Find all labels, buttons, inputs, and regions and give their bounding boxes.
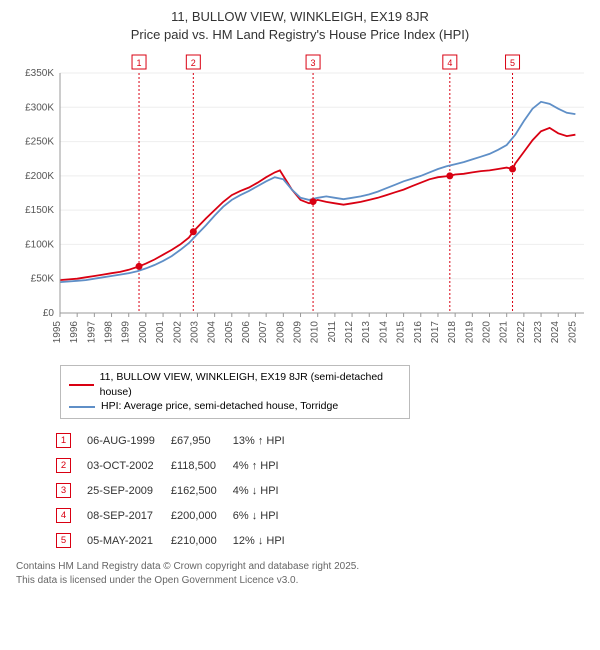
sales-table: 1 06-AUG-1999£67,95013% ↑ HPI 2 03-OCT-2002… [54, 427, 301, 554]
legend: 11, BULLOW VIEW, WINKLEIGH, EX19 8JR (se… [60, 365, 410, 419]
chart-container: 11, BULLOW VIEW, WINKLEIGH, EX19 8JR Pri… [0, 0, 600, 591]
svg-text:2020: 2020 [482, 321, 493, 344]
plot-area: £0 £50K £100K £150K £200K £250K £300K £350K 1 2 3 4… [8, 49, 592, 359]
svg-text:1998: 1998 [104, 321, 115, 344]
svg-text:1996: 1996 [69, 321, 80, 344]
svg-text:2021: 2021 [499, 321, 510, 344]
sale-date: 05-MAY-2021 [87, 529, 169, 552]
svg-text:1995: 1995 [52, 321, 63, 344]
sale-diff: 13% ↑ HPI [233, 429, 299, 452]
svg-text:£100K: £100K [25, 240, 54, 251]
svg-text:2013: 2013 [361, 321, 372, 344]
svg-text:1999: 1999 [121, 321, 132, 344]
svg-text:1997: 1997 [86, 321, 97, 344]
svg-text:£0: £0 [43, 308, 55, 319]
svg-text:2012: 2012 [344, 321, 355, 344]
svg-text:2006: 2006 [241, 321, 252, 344]
svg-text:£350K: £350K [25, 68, 54, 79]
sale-price: £118,500 [171, 454, 231, 477]
legend-swatch [69, 406, 95, 408]
svg-text:2016: 2016 [413, 321, 424, 344]
svg-text:£250K: £250K [25, 137, 54, 148]
svg-text:2009: 2009 [293, 321, 304, 344]
svg-text:2019: 2019 [464, 321, 475, 344]
sale-date: 03-OCT-2002 [87, 454, 169, 477]
svg-text:£50K: £50K [31, 274, 55, 285]
svg-text:2005: 2005 [224, 321, 235, 344]
svg-text:2007: 2007 [258, 321, 269, 344]
sale-marker-box: 1 [56, 433, 71, 448]
legend-swatch [69, 384, 94, 386]
svg-text:2022: 2022 [516, 321, 527, 344]
sales-row: 3 25-SEP-2009£162,5004% ↓ HPI [56, 479, 299, 502]
sale-diff: 4% ↑ HPI [233, 454, 299, 477]
sales-row: 4 08-SEP-2017£200,0006% ↓ HPI [56, 504, 299, 527]
sale-marker-box: 4 [56, 508, 71, 523]
sales-row: 5 05-MAY-2021£210,00012% ↓ HPI [56, 529, 299, 552]
chart-title-2: Price paid vs. HM Land Registry's House … [8, 26, 592, 44]
footnote: Contains HM Land Registry data © Crown c… [16, 560, 592, 587]
legend-label: 11, BULLOW VIEW, WINKLEIGH, EX19 8JR (se… [100, 370, 401, 399]
svg-text:2018: 2018 [447, 321, 458, 344]
svg-text:5: 5 [510, 58, 515, 68]
svg-text:2023: 2023 [533, 321, 544, 344]
svg-text:£150K: £150K [25, 205, 54, 216]
sales-row: 2 03-OCT-2002£118,5004% ↑ HPI [56, 454, 299, 477]
svg-text:2025: 2025 [567, 321, 578, 344]
sale-price: £210,000 [171, 529, 231, 552]
svg-text:1: 1 [137, 58, 142, 68]
svg-text:2001: 2001 [155, 321, 166, 344]
legend-label: HPI: Average price, semi-detached house,… [101, 399, 338, 414]
sale-price: £67,950 [171, 429, 231, 452]
svg-text:£200K: £200K [25, 171, 54, 182]
sale-date: 06-AUG-1999 [87, 429, 169, 452]
legend-item: 11, BULLOW VIEW, WINKLEIGH, EX19 8JR (se… [69, 370, 401, 399]
sales-row: 1 06-AUG-1999£67,95013% ↑ HPI [56, 429, 299, 452]
svg-text:2002: 2002 [172, 321, 183, 344]
footnote-line: Contains HM Land Registry data © Crown c… [16, 560, 592, 574]
svg-text:£300K: £300K [25, 102, 54, 113]
line-chart-svg: £0 £50K £100K £150K £200K £250K £300K £350K 1 2 3 4… [8, 49, 592, 359]
sale-diff: 6% ↓ HPI [233, 504, 299, 527]
svg-text:2015: 2015 [396, 321, 407, 344]
sale-marker-box: 3 [56, 483, 71, 498]
sale-marker-box: 2 [56, 458, 71, 473]
svg-text:2010: 2010 [310, 321, 321, 344]
sale-date: 08-SEP-2017 [87, 504, 169, 527]
chart-title-1: 11, BULLOW VIEW, WINKLEIGH, EX19 8JR [8, 8, 592, 26]
svg-text:2011: 2011 [327, 321, 338, 343]
svg-text:3: 3 [311, 58, 316, 68]
sale-diff: 4% ↓ HPI [233, 479, 299, 502]
legend-item: HPI: Average price, semi-detached house,… [69, 399, 401, 414]
sale-date: 25-SEP-2009 [87, 479, 169, 502]
svg-text:2003: 2003 [189, 321, 200, 344]
svg-text:2017: 2017 [430, 321, 441, 344]
sale-price: £200,000 [171, 504, 231, 527]
svg-text:2008: 2008 [275, 321, 286, 344]
svg-text:2024: 2024 [550, 321, 561, 344]
sale-price: £162,500 [171, 479, 231, 502]
svg-text:2014: 2014 [378, 321, 389, 344]
svg-text:2000: 2000 [138, 321, 149, 344]
chart-titles: 11, BULLOW VIEW, WINKLEIGH, EX19 8JR Pri… [8, 8, 592, 43]
svg-text:2: 2 [191, 58, 196, 68]
svg-text:4: 4 [447, 58, 452, 68]
footnote-line: This data is licensed under the Open Gov… [16, 574, 592, 588]
sale-diff: 12% ↓ HPI [233, 529, 299, 552]
sale-marker-box: 5 [56, 533, 71, 548]
svg-text:2004: 2004 [207, 321, 218, 344]
